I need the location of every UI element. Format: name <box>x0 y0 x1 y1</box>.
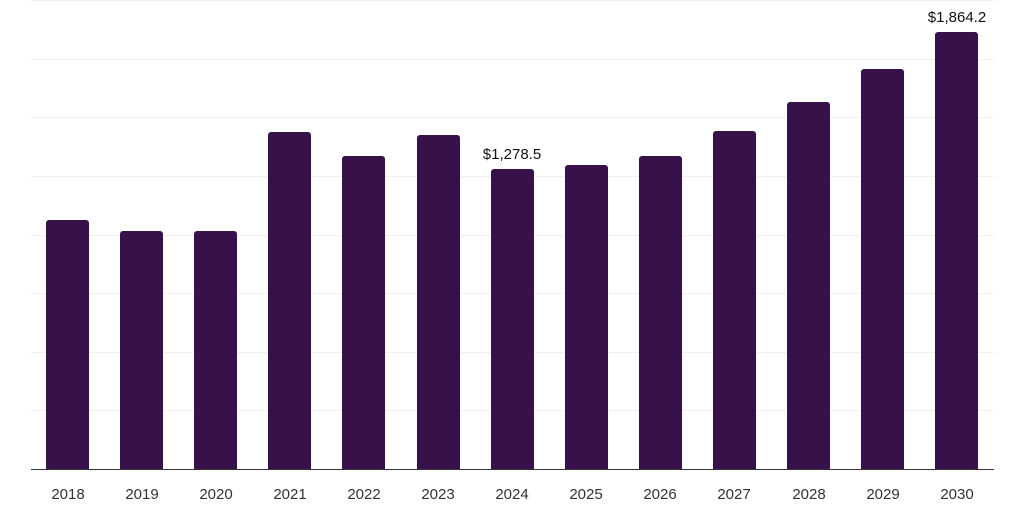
bar-2019[interactable] <box>120 231 163 469</box>
gridline <box>31 117 994 118</box>
bar-2027[interactable] <box>713 131 756 469</box>
x-tick-label: 2029 <box>866 486 900 503</box>
data-label: $1,864.2 <box>927 9 987 26</box>
gridline <box>31 59 994 60</box>
x-tick-label: 2030 <box>940 486 974 503</box>
x-tick-label: 2028 <box>792 486 826 503</box>
bar-2030[interactable] <box>935 32 978 469</box>
bar-2023[interactable] <box>417 135 460 469</box>
x-tick-label: 2018 <box>51 486 85 503</box>
bar-2018[interactable] <box>46 220 89 469</box>
bar-2020[interactable] <box>194 231 237 469</box>
x-tick-label: 2021 <box>273 486 307 503</box>
x-tick-label: 2022 <box>347 486 381 503</box>
gridline <box>31 0 994 1</box>
x-tick-label: 2025 <box>569 486 603 503</box>
x-axis-line <box>31 469 994 470</box>
bar-2028[interactable] <box>787 102 830 469</box>
x-tick-label: 2020 <box>199 486 233 503</box>
x-tick-label: 2027 <box>717 486 751 503</box>
x-tick-label: 2026 <box>643 486 677 503</box>
bar-2025[interactable] <box>565 165 608 469</box>
x-tick-label: 2024 <box>495 486 529 503</box>
bar-2022[interactable] <box>342 156 385 469</box>
x-tick-label: 2019 <box>125 486 159 503</box>
bar-2024[interactable] <box>491 169 534 469</box>
data-label: $1,278.5 <box>482 146 542 163</box>
bar-2021[interactable] <box>268 132 311 469</box>
x-tick-label: 2023 <box>421 486 455 503</box>
bar-2026[interactable] <box>639 156 682 469</box>
bar-2029[interactable] <box>861 69 904 469</box>
